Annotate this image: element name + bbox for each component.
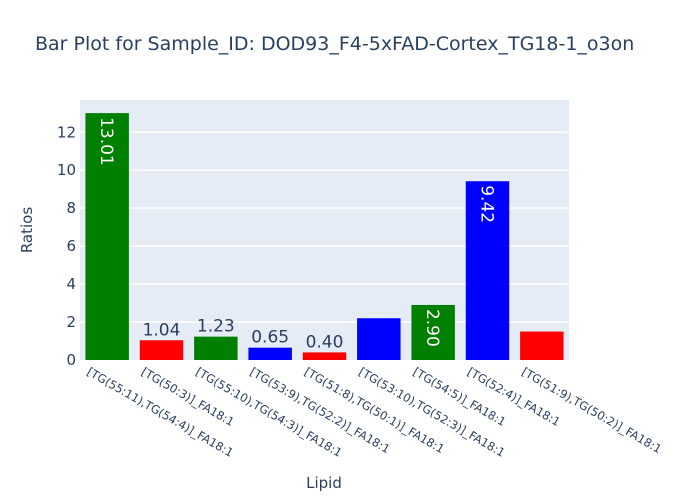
x-axis-title: Lipid [306,474,342,492]
bar [139,340,184,360]
data-label: 9.42 [477,185,497,223]
y-tick-label: 8 [66,199,76,217]
y-tick-label: 12 [57,123,76,141]
bar [194,336,238,360]
data-labels: 13.01 1.04 1.23 0.65 0.40 2.90 9.42 [96,117,496,352]
data-label: 1.23 [197,317,235,337]
y-tick-label: 4 [66,275,76,293]
bar [411,304,455,360]
data-label: 0.40 [306,332,344,352]
bar [357,318,401,360]
y-axis-title: Ratios [18,207,36,254]
y-tick-label: 0 [66,351,76,369]
data-label: 13.01 [96,117,116,166]
bars [85,113,564,361]
bar [248,347,292,360]
data-label: 1.04 [143,320,181,340]
gridlines [80,131,569,323]
bar [520,331,564,360]
x-tick-labels: [TG(55:11),TG(54:4)]_FA18:1[TG(50:3)]_FA… [85,364,664,459]
y-tick-label: 2 [66,313,76,331]
x-tick-label: [TG(52:4)]_FA18:1 [465,364,563,428]
bar [302,352,347,360]
y-tick-label: 6 [66,237,76,255]
bar [465,181,510,360]
data-label: 2.90 [422,309,442,347]
bar [85,113,129,361]
y-tick-label: 10 [57,161,76,179]
data-label: 0.65 [251,328,289,348]
chart-title: Bar Plot for Sample_ID: DOD93_F4-5xFAD-C… [35,33,634,55]
y-tick-labels: 0 2 4 6 8 10 12 [57,123,76,369]
